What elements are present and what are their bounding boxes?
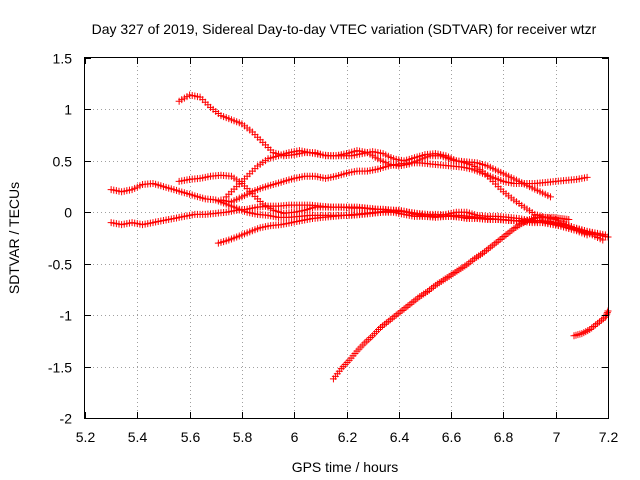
- data-point: [583, 173, 591, 181]
- data-point: [565, 215, 573, 223]
- x-tick-label: 6.6: [442, 429, 462, 445]
- data-point: [601, 231, 609, 239]
- series-arc-7: [214, 207, 609, 247]
- x-axis-label: GPS time / hours: [292, 459, 399, 475]
- series-arc-4: [175, 171, 591, 239]
- x-tick-label: 7: [553, 429, 561, 445]
- y-tick-label: -1.5: [48, 360, 72, 376]
- x-tick-label: 7.2: [599, 429, 619, 445]
- plot-frame: [84, 57, 609, 419]
- y-tick-label: -0.5: [48, 257, 72, 273]
- x-tick-label: 5.8: [233, 429, 253, 445]
- y-tick-label: 0: [64, 205, 72, 221]
- y-ticks: -2 -1.5 -1 -0.5 0 0.5 1 1.5: [48, 51, 608, 427]
- series-arc-5: [217, 159, 591, 206]
- x-tick-label: 6.4: [390, 429, 410, 445]
- y-tick-label: 1.5: [53, 51, 73, 67]
- y-tick-label: 0.5: [53, 154, 73, 170]
- x-tick-label: 6.2: [338, 429, 358, 445]
- y-axis-label: SDTVAR / TECUs: [6, 182, 22, 294]
- series-arc-8: [329, 213, 573, 383]
- data-point: [603, 310, 611, 318]
- data-point: [603, 309, 611, 317]
- data-point: [546, 193, 554, 201]
- data-points: [107, 91, 612, 383]
- x-tick-label: 6: [291, 429, 299, 445]
- y-tick-label: -2: [60, 411, 73, 427]
- x-tick-label: 5.2: [76, 429, 96, 445]
- grid: [85, 58, 608, 418]
- series-arc-9: [570, 307, 612, 340]
- y-tick-label: 1: [64, 102, 72, 118]
- x-ticks: 5.2 5.4 5.6 5.8 6 6.2 6.4 6.6 6.8 7 7.2: [76, 58, 619, 445]
- y-tick-label: -1: [60, 308, 73, 324]
- x-tick-label: 6.8: [494, 429, 514, 445]
- x-tick-label: 5.6: [181, 429, 201, 445]
- x-tick-label: 5.4: [128, 429, 148, 445]
- data-point: [601, 313, 609, 321]
- series-arc-6: [222, 147, 554, 201]
- chart-title: Day 327 of 2019, Sidereal Day-to-day VTE…: [92, 21, 597, 37]
